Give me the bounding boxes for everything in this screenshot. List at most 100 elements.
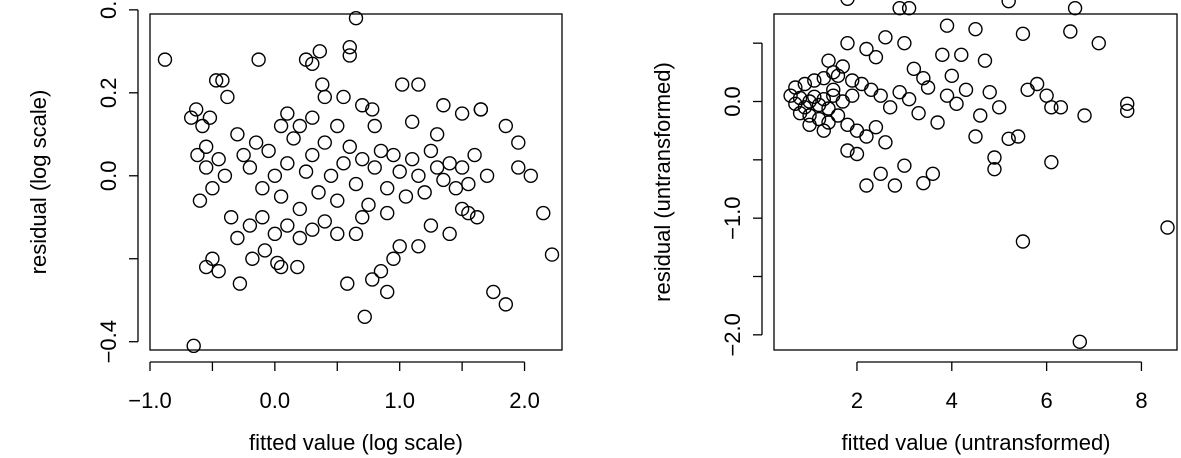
data-point-left-35 bbox=[454, 106, 470, 121]
x-tick-label-right-3: 8 bbox=[1135, 388, 1147, 413]
points-right bbox=[783, 0, 1175, 350]
data-point-right-57 bbox=[830, 68, 846, 84]
y-tick-label-left-4: 0. bbox=[96, 1, 121, 19]
data-point-left-70 bbox=[292, 201, 308, 217]
data-point-left-31 bbox=[365, 102, 380, 117]
data-point-left-107 bbox=[305, 222, 320, 237]
data-point-right-55 bbox=[835, 59, 850, 74]
data-point-left-60 bbox=[230, 127, 245, 142]
data-point-left-17 bbox=[257, 243, 273, 258]
x-axis-label-right: fitted value (untransformed) bbox=[841, 430, 1110, 455]
data-point-right-22 bbox=[1120, 103, 1135, 119]
data-point-left-32 bbox=[394, 77, 410, 92]
data-point-right-35 bbox=[887, 178, 903, 193]
data-point-right-50 bbox=[788, 80, 803, 95]
data-point-left-85 bbox=[386, 147, 401, 163]
data-point-right-73 bbox=[892, 84, 907, 100]
data-point-left-37 bbox=[473, 102, 489, 117]
data-point-right-87 bbox=[906, 61, 922, 77]
data-point-left-51 bbox=[411, 239, 426, 254]
data-point-left-71 bbox=[298, 164, 314, 179]
data-point-right-53 bbox=[816, 70, 831, 86]
data-point-right-72 bbox=[882, 100, 898, 115]
x-axis-left: −1.0 0.0 1.0 2.0 bbox=[128, 361, 540, 413]
data-point-right-77 bbox=[930, 115, 945, 130]
data-point-left-84 bbox=[380, 181, 395, 196]
data-point-right-48 bbox=[821, 101, 836, 116]
data-point-left-110 bbox=[217, 168, 233, 183]
data-point-right-28 bbox=[1001, 131, 1016, 147]
data-point-right-27 bbox=[1010, 129, 1026, 144]
data-point-right-71 bbox=[873, 88, 888, 103]
data-point-right-82 bbox=[982, 84, 997, 100]
data-point-left-54 bbox=[373, 263, 389, 279]
data-point-right-23 bbox=[1160, 220, 1175, 235]
data-point-right-16 bbox=[1029, 76, 1045, 92]
y-tick-label-left-2: 0.0 bbox=[96, 160, 121, 191]
data-point-left-24 bbox=[315, 77, 330, 92]
data-point-left-46 bbox=[469, 210, 485, 225]
data-point-right-44 bbox=[802, 94, 817, 109]
data-point-left-45 bbox=[486, 284, 501, 300]
data-point-right-88 bbox=[916, 70, 931, 86]
y-tick-label-right-2: −1.0 bbox=[720, 196, 745, 239]
data-point-left-26 bbox=[342, 39, 357, 55]
data-point-right-47 bbox=[816, 91, 831, 107]
data-point-right-81 bbox=[973, 108, 988, 123]
data-point-left-19 bbox=[273, 259, 289, 275]
data-point-right-24 bbox=[1072, 334, 1088, 350]
data-point-right-33 bbox=[916, 175, 931, 191]
data-point-left-76 bbox=[330, 193, 345, 208]
data-point-right-66 bbox=[849, 123, 865, 138]
data-point-left-102 bbox=[242, 218, 258, 233]
y-tick-label-right-0: −2.0 bbox=[720, 313, 745, 356]
data-point-right-51 bbox=[797, 76, 813, 92]
data-point-right-69 bbox=[878, 135, 893, 150]
data-point-right-60 bbox=[792, 105, 808, 121]
data-point-right-39 bbox=[840, 143, 855, 158]
data-point-right-63 bbox=[821, 115, 836, 130]
data-point-left-73 bbox=[311, 185, 326, 200]
data-point-right-84 bbox=[1020, 82, 1035, 98]
data-point-left-121 bbox=[404, 114, 420, 130]
data-point-left-49 bbox=[442, 226, 457, 242]
data-point-left-61 bbox=[236, 147, 251, 163]
data-point-left-122 bbox=[429, 127, 445, 142]
data-point-right-45 bbox=[807, 89, 822, 105]
data-point-left-108 bbox=[317, 214, 332, 229]
data-point-right-18 bbox=[1044, 100, 1059, 115]
data-point-left-68 bbox=[280, 156, 295, 171]
data-point-left-96 bbox=[454, 160, 470, 175]
x-tick-label-left-6: 2.0 bbox=[509, 388, 540, 413]
data-point-right-92 bbox=[826, 82, 841, 98]
data-point-right-19 bbox=[1053, 100, 1069, 115]
data-point-left-87 bbox=[398, 189, 414, 204]
data-point-right-61 bbox=[802, 108, 817, 123]
data-point-left-0 bbox=[157, 52, 173, 67]
data-point-left-82 bbox=[367, 160, 382, 175]
data-point-left-117 bbox=[292, 118, 308, 134]
data-point-right-86 bbox=[868, 49, 884, 65]
data-point-left-67 bbox=[273, 189, 289, 204]
data-point-left-44 bbox=[498, 297, 514, 312]
data-point-right-2 bbox=[892, 0, 907, 16]
data-point-left-57 bbox=[340, 276, 355, 291]
data-point-left-69 bbox=[286, 131, 301, 146]
data-point-left-11 bbox=[220, 89, 235, 105]
data-point-right-7 bbox=[1015, 26, 1031, 42]
data-point-right-26 bbox=[1044, 154, 1059, 170]
data-point-left-106 bbox=[292, 230, 308, 246]
x-tick-label-left-0: −1.0 bbox=[128, 388, 171, 413]
data-point-left-15 bbox=[232, 276, 248, 291]
data-point-left-30 bbox=[355, 98, 370, 113]
data-point-right-6 bbox=[968, 21, 983, 37]
y-tick-label-right-4: 0.0 bbox=[720, 86, 745, 117]
data-point-right-15 bbox=[977, 53, 993, 68]
data-point-left-48 bbox=[454, 201, 470, 217]
data-point-left-52 bbox=[392, 239, 407, 254]
data-point-left-104 bbox=[267, 226, 283, 242]
data-point-right-74 bbox=[901, 91, 917, 107]
data-point-left-40 bbox=[511, 160, 526, 175]
plot-frame-right bbox=[773, 13, 1178, 351]
data-point-left-99 bbox=[479, 168, 495, 183]
